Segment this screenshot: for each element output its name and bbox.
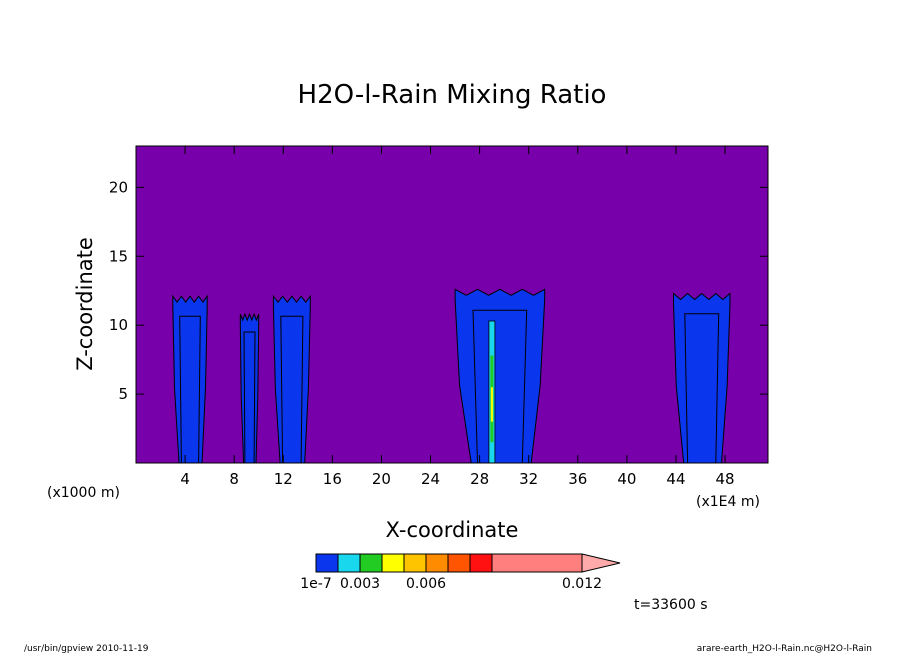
colorbar-label: 0.003 bbox=[340, 576, 380, 592]
colorbar-label: 1e-7 bbox=[300, 576, 331, 592]
rain-cell-3 bbox=[272, 294, 311, 464]
y-tick-label: 10 bbox=[109, 316, 128, 334]
x-tick-label: 16 bbox=[323, 470, 342, 488]
y-tick-label: 20 bbox=[109, 178, 128, 196]
rain-cell-contour-5 bbox=[684, 313, 720, 464]
rain-cell-2 bbox=[239, 312, 260, 464]
x-tick-label: 12 bbox=[274, 470, 293, 488]
footer-right: arare-earth_H2O-l-Rain.nc@H2O-l-Rain bbox=[697, 644, 872, 654]
x-tick-label: 44 bbox=[666, 470, 685, 488]
rain-cell-contour-1 bbox=[179, 315, 201, 464]
x-tick-label: 28 bbox=[470, 470, 489, 488]
x-tick-label: 4 bbox=[180, 470, 190, 488]
colorbar-swatch bbox=[403, 553, 427, 573]
x-tick-label: 40 bbox=[617, 470, 636, 488]
colorbar-swatch bbox=[425, 553, 449, 573]
rain-cell-5 bbox=[673, 292, 731, 464]
colorbar-extend-arrow bbox=[581, 553, 621, 573]
rain-cell-4 bbox=[454, 288, 546, 464]
y-tick-label: 5 bbox=[118, 385, 128, 403]
colorbar-swatch bbox=[491, 553, 583, 573]
colorbar-swatch bbox=[469, 553, 493, 573]
x-tick-label: 24 bbox=[421, 470, 440, 488]
y-axis-label: Z-coordinate bbox=[73, 237, 97, 371]
rain-cell-contour-3 bbox=[280, 315, 304, 464]
chart-title: H2O-l-Rain Mixing Ratio bbox=[298, 80, 607, 110]
colorbar-label: 0.012 bbox=[562, 576, 602, 592]
colorbar-swatch bbox=[447, 553, 471, 573]
colorbar-swatch bbox=[337, 553, 361, 573]
x-tick-label: 36 bbox=[568, 470, 587, 488]
colorbar-swatch bbox=[381, 553, 405, 573]
x-unit-right: (x1E4 m) bbox=[696, 494, 760, 510]
colorbar-swatch bbox=[359, 553, 383, 573]
x-unit-left: (x1000 m) bbox=[47, 485, 120, 501]
rain-cell-contour-2 bbox=[243, 331, 256, 464]
x-tick-label: 20 bbox=[372, 470, 391, 488]
colorbar-swatch bbox=[315, 553, 339, 573]
x-tick-label: 32 bbox=[519, 470, 538, 488]
y-tick-label: 15 bbox=[109, 247, 128, 265]
time-label: t=33600 s bbox=[634, 597, 708, 613]
footer-left: /usr/bin/gpview 2010-11-19 bbox=[24, 644, 149, 654]
x-tick-label: 8 bbox=[229, 470, 239, 488]
x-tick-label: 48 bbox=[716, 470, 735, 488]
colorbar-label: 0.006 bbox=[406, 576, 446, 592]
rain-core-yellow bbox=[490, 387, 493, 422]
colorbar bbox=[315, 553, 621, 573]
x-axis-label: X-coordinate bbox=[386, 518, 519, 542]
rain-cell-1 bbox=[172, 294, 208, 464]
plot-frame bbox=[135, 145, 769, 464]
rain-cell-contour-4 bbox=[472, 309, 528, 464]
